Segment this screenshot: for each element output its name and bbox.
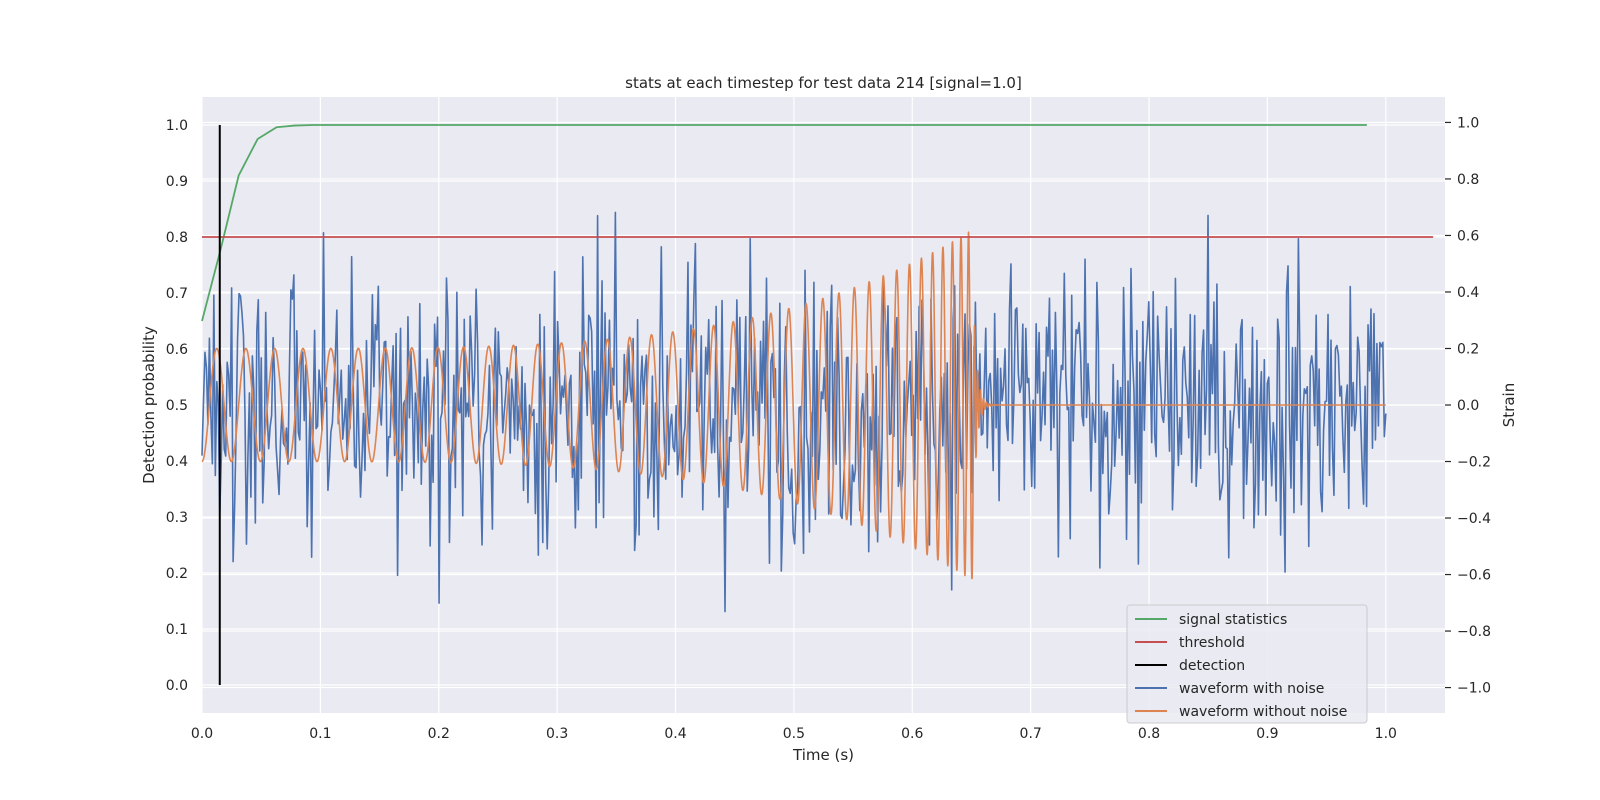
legend-box	[1126, 604, 1368, 724]
y2-tick-label: −0.8	[1457, 624, 1491, 640]
y-tick-label: 0.9	[166, 174, 188, 190]
x-tick-label: 1.0	[1375, 726, 1397, 742]
axes-layer: 0.0 0.1 0.2 0.3 0.4 0.5 0.6 0.7 0.8 0.9 1.0 0.0 0.1 0…	[166, 115, 1491, 742]
series-layer	[201, 124, 1434, 685]
chart-title: stats at each timestep for test data 214…	[625, 74, 1022, 92]
y2-tick-label: −0.4	[1457, 511, 1491, 527]
y-tick-label: 0.3	[166, 510, 188, 526]
y-tick-label: 0.7	[166, 286, 188, 302]
x-axis-label: Time (s)	[792, 746, 854, 764]
legend-label: signal statistics	[1179, 612, 1287, 628]
y2-tick-label: 0.2	[1457, 341, 1479, 357]
y-axis-label: Detection probability	[140, 326, 158, 484]
x-tick-label: 0.5	[783, 726, 805, 742]
x-tick-label: 0.9	[1256, 726, 1278, 742]
legend-label: detection	[1179, 658, 1245, 674]
y-tick-label: 0.8	[166, 230, 188, 246]
x-tick-label: 0.0	[191, 726, 213, 742]
y-tick-label: 0.6	[166, 342, 188, 358]
y2-axis-label: Strain	[1500, 383, 1518, 427]
y-tick-label: 0.4	[166, 454, 188, 470]
legend-label: waveform with noise	[1179, 681, 1324, 697]
y-tick-label: 0.5	[166, 398, 188, 414]
y-tick-label: 0.1	[166, 622, 188, 638]
x-tick-label: 0.2	[428, 726, 450, 742]
x-tick-label: 0.3	[546, 726, 568, 742]
y-tick-label: 0.2	[166, 566, 188, 582]
y2-tick-label: −0.6	[1457, 568, 1491, 584]
x-tick-label: 0.6	[901, 726, 923, 742]
y2-tick-label: −0.2	[1457, 455, 1491, 471]
series-signal-statistics	[201, 124, 1367, 322]
y2-tick-label: −1.0	[1457, 681, 1491, 697]
y-tick-label: 0.0	[166, 678, 188, 694]
x-tick-label: 0.4	[664, 726, 686, 742]
series-waveform-with-noise	[201, 211, 1387, 613]
y-tick-label: 1.0	[166, 118, 188, 134]
series-waveform-without-noise	[201, 231, 1387, 580]
y2-tick-label: 0.0	[1457, 398, 1479, 414]
x-tick-label: 0.1	[309, 726, 331, 742]
x-tick-label: 0.8	[1138, 726, 1160, 742]
y2-tick-label: 1.0	[1457, 115, 1479, 131]
x-tick-label: 0.7	[1020, 726, 1042, 742]
legend-label: threshold	[1179, 635, 1245, 651]
y2-tick-label: 0.4	[1457, 285, 1479, 301]
legend-label: waveform without noise	[1179, 704, 1347, 720]
legend: signal statistics threshold detection wavef…	[1126, 604, 1368, 724]
y2-tick-label: 0.6	[1457, 228, 1479, 244]
y2-tick-label: 0.8	[1457, 172, 1479, 188]
